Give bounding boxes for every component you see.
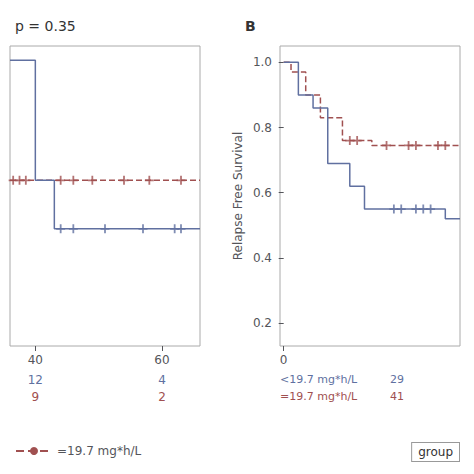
svg-text:9: 9: [32, 390, 40, 404]
svg-text:41: 41: [390, 390, 404, 403]
svg-text:0.6: 0.6: [253, 186, 272, 200]
svg-text:0.2: 0.2: [253, 316, 272, 330]
svg-text:29: 29: [390, 373, 404, 386]
svg-text:12: 12: [28, 373, 43, 387]
svg-text:0: 0: [280, 353, 288, 367]
svg-text:40: 40: [28, 353, 43, 367]
svg-text:0.8: 0.8: [253, 121, 272, 135]
svg-text:B: B: [245, 18, 256, 34]
svg-text:=19.7 mg*h/L: =19.7 mg*h/L: [280, 390, 358, 403]
svg-text:Relapse Free Survival: Relapse Free Survival: [231, 132, 245, 261]
svg-text:1.0: 1.0: [253, 55, 272, 69]
svg-text:group: group: [418, 445, 453, 459]
svg-text:4: 4: [158, 373, 166, 387]
svg-text:0.4: 0.4: [253, 251, 272, 265]
svg-text:=19.7 mg*h/L: =19.7 mg*h/L: [57, 444, 142, 458]
svg-text:<19.7 mg*h/L: <19.7 mg*h/L: [280, 373, 358, 386]
svg-text:60: 60: [154, 353, 169, 367]
svg-text:p = 0.35: p = 0.35: [15, 18, 76, 34]
svg-text:2: 2: [158, 390, 166, 404]
